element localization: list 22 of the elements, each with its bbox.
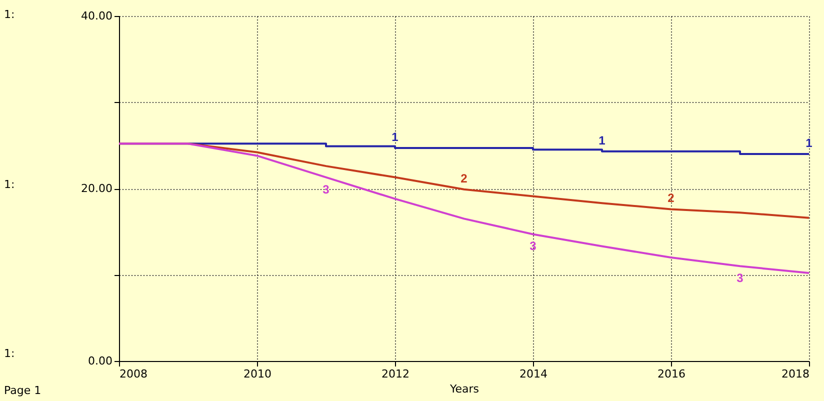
text: 3 xyxy=(736,271,744,286)
x-axis-title: Years xyxy=(448,382,480,396)
text: Page 1 xyxy=(4,384,42,397)
y-tick-label: 0.00 xyxy=(88,354,112,368)
series-label: 3 xyxy=(322,182,330,196)
x-tick-label: 2016 xyxy=(658,368,686,380)
text: 1: xyxy=(4,178,15,190)
x-tick-label: 2014 xyxy=(520,368,548,380)
text: 1 xyxy=(806,136,812,150)
x-tick-label: 2012 xyxy=(382,368,410,380)
series-label: 1 xyxy=(598,133,606,148)
series-label: 2 xyxy=(460,171,468,186)
text: 1: xyxy=(4,347,15,360)
text: 2 xyxy=(668,191,674,206)
y-tick-label: 20.00 xyxy=(81,182,112,195)
text: 3 xyxy=(530,239,536,254)
x-tick-label: 2018 xyxy=(782,368,810,380)
y-tick-label: 40.00 xyxy=(81,10,112,22)
x-tick-label: 2008 xyxy=(120,368,148,380)
text: 1 xyxy=(392,130,398,144)
text: 1: xyxy=(4,8,15,21)
x-tick-label: 2010 xyxy=(244,368,272,380)
